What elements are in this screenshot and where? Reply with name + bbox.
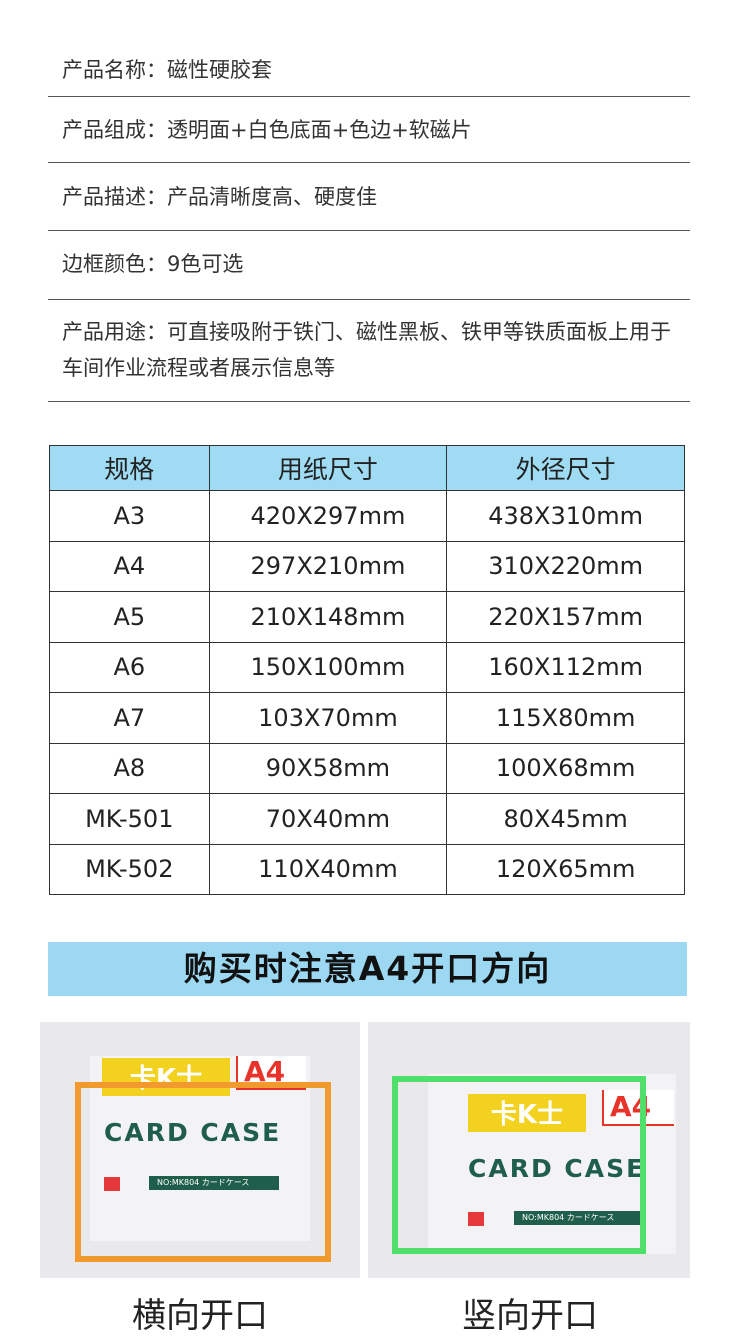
info-usage: 产品用途：可直接吸附于铁门、磁性黑板、铁甲等铁质面板上用于车间作业流程或者展示信… — [48, 300, 690, 402]
table-row: MK-502 110X40mm 120X65mm — [49, 843, 685, 895]
label: 边框颜色： — [62, 252, 167, 276]
red-mark — [104, 1177, 120, 1191]
green-sleeve-frame — [392, 1076, 646, 1254]
table-row: A3 420X297mm 438X310mm — [49, 490, 685, 542]
header-cell: 外径尺寸 — [446, 445, 685, 491]
product-title: CARD CASE — [468, 1154, 646, 1183]
table-row: A6 150X100mm 160X112mm — [49, 641, 685, 693]
info-color: 边框颜色：9色可选 — [48, 231, 690, 300]
info-name: 产品名称：磁性硬胶套 — [48, 48, 690, 97]
table-cell: A8 — [49, 742, 210, 794]
table-row: A8 90X58mm 100X68mm — [49, 742, 685, 794]
table-row: A7 103X70mm 115X80mm — [49, 692, 685, 744]
table-cell: 160X112mm — [446, 641, 685, 693]
table-row: A5 210X148mm 220X157mm — [49, 591, 685, 643]
caption-horizontal: 横向开口 — [132, 1296, 268, 1336]
model-label: NO:MK804 カードケース — [149, 1176, 279, 1190]
size-label: A4 — [602, 1090, 674, 1126]
value: 产品清晰度高、硬度佳 — [167, 185, 377, 209]
label: 产品描述： — [62, 185, 167, 209]
table-header: 规格 用纸尺寸 外径尺寸 — [49, 445, 685, 491]
table-cell: 210X148mm — [208, 591, 448, 643]
info-composition: 产品组成：透明面+白色底面+色边+软磁片 — [48, 97, 690, 163]
table-cell: 150X100mm — [208, 641, 448, 693]
table-cell: 438X310mm — [446, 490, 685, 542]
product-title: CARD CASE — [104, 1118, 282, 1147]
info-description: 产品描述：产品清晰度高、硬度佳 — [48, 163, 690, 231]
table-cell: 297X210mm — [208, 540, 448, 592]
table-row: MK-501 70X40mm 80X45mm — [49, 793, 685, 845]
label: 产品名称： — [62, 58, 167, 82]
table-row: A4 297X210mm 310X220mm — [49, 540, 685, 592]
table-cell: 115X80mm — [446, 692, 685, 744]
horizontal-opening-photo: 卡K士 A4 CARD CASE NO:MK804 カードケース — [40, 1022, 360, 1278]
table-cell: A7 — [49, 692, 210, 744]
table-cell: 310X220mm — [446, 540, 685, 592]
size-table: 规格 用纸尺寸 外径尺寸 A3 420X297mm 438X310mm A4 297X2… — [49, 445, 685, 895]
value: 可直接吸附于铁门、磁性黑板、铁甲等铁质面板上用于车间作业流程或者展示信息等 — [62, 320, 671, 380]
caption-vertical: 竖向开口 — [462, 1296, 598, 1336]
table-cell: 420X297mm — [208, 490, 448, 542]
table-cell: 220X157mm — [446, 591, 685, 643]
vertical-opening-photo: 卡K士 A4 CARD CASE NO:MK804 カードケース — [368, 1022, 690, 1278]
header-cell: 用纸尺寸 — [208, 445, 448, 491]
table-cell: A3 — [49, 490, 210, 542]
table-cell: 70X40mm — [208, 793, 448, 845]
label: 产品组成： — [62, 118, 167, 142]
product-info: 产品名称：磁性硬胶套 产品组成：透明面+白色底面+色边+软磁片 产品描述：产品清… — [48, 48, 690, 402]
table-cell: MK-501 — [49, 793, 210, 845]
value: 透明面+白色底面+色边+软磁片 — [167, 118, 472, 142]
model-label: NO:MK804 カードケース — [514, 1211, 644, 1225]
value: 磁性硬胶套 — [167, 58, 272, 82]
brand-logo: 卡K士 — [468, 1094, 586, 1132]
notice-banner: 购买时注意A4开口方向 — [48, 942, 687, 996]
table-cell: A6 — [49, 641, 210, 693]
header-cell: 规格 — [49, 445, 210, 491]
table-cell: 120X65mm — [446, 843, 685, 895]
table-cell: 110X40mm — [208, 843, 448, 895]
red-mark — [468, 1212, 484, 1226]
label: 产品用途： — [62, 320, 167, 344]
brand-logo: 卡K士 — [102, 1058, 230, 1096]
table-cell: MK-502 — [49, 843, 210, 895]
table-cell: 80X45mm — [446, 793, 685, 845]
table-cell: A5 — [49, 591, 210, 643]
table-cell: A4 — [49, 540, 210, 592]
value: 9色可选 — [167, 252, 244, 276]
table-cell: 103X70mm — [208, 692, 448, 744]
table-cell: 100X68mm — [446, 742, 685, 794]
orange-sleeve-frame — [75, 1082, 331, 1262]
table-cell: 90X58mm — [208, 742, 448, 794]
